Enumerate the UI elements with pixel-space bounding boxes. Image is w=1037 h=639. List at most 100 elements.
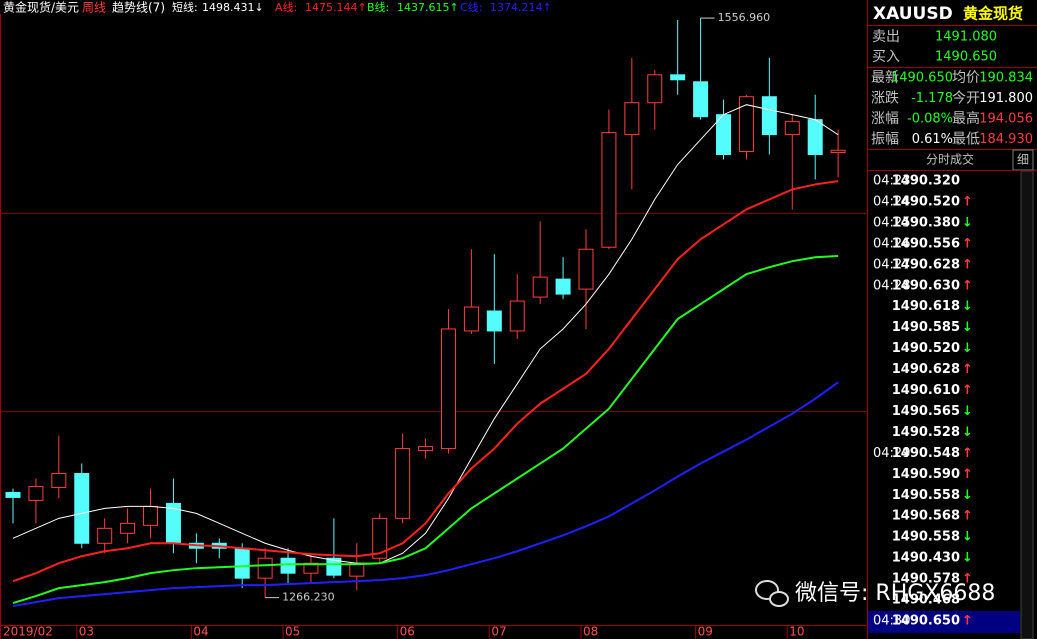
candle-body [97, 527, 113, 544]
tick-arrow: ↑ [962, 467, 973, 482]
candle-body [257, 557, 273, 579]
tick-arrow: ↑ [962, 194, 973, 209]
scrollbar[interactable] [1020, 170, 1034, 639]
tick-arrow: ↓ [962, 215, 973, 230]
stat-label: 振幅 [871, 132, 899, 148]
stat-value: 190.834 [979, 71, 1033, 86]
tab[interactable]: 分时成交 [926, 152, 974, 167]
tick-price: 1490.578 [892, 572, 960, 587]
tick-time: 04:30 [873, 613, 910, 628]
x-tick-label: 10 [789, 625, 804, 639]
quote-value: 1491.080 [935, 30, 997, 45]
x-tick-label: 08 [583, 625, 598, 639]
x-tick-label: 04 [193, 625, 208, 639]
tick-price: 1490.548 [892, 446, 960, 461]
tick-price: 1490.430 [892, 551, 960, 566]
tick-price: 1490.520 [892, 341, 960, 356]
tick-price: 1490.565 [892, 404, 960, 419]
candle-body [761, 96, 777, 136]
tick-time: 04:23 [873, 174, 910, 189]
tick-time: 04:26 [873, 236, 910, 251]
low-label: 1266.230 [282, 591, 335, 604]
x-tick-label: 09 [698, 625, 713, 639]
candle-body [418, 446, 434, 452]
legend-value: 1475.144↑ [305, 1, 367, 14]
tick-arrow: ↓ [962, 404, 973, 419]
stat-value: 184.930 [979, 132, 1033, 147]
candle-body [395, 448, 411, 519]
candle-body [601, 132, 617, 248]
tick-arrow: ↑ [962, 613, 973, 628]
candle-body [440, 328, 456, 450]
stat-label: 涨幅 [871, 111, 899, 127]
tick-price: 1490.320 [892, 174, 960, 189]
trend-line [12, 180, 839, 583]
candle-body [463, 306, 479, 332]
tick-price: 1490.556 [892, 236, 960, 251]
tick-arrow: ↓ [962, 530, 973, 545]
tick-arrow: ↓ [962, 488, 973, 503]
stat-label: 最低 [952, 132, 980, 148]
candle-body [784, 121, 800, 136]
symbol: XAUUSD [873, 4, 953, 24]
candle-body [509, 300, 525, 332]
symbol-name: 黄金现货 [963, 5, 1023, 23]
candle-body [74, 472, 90, 544]
legend-name: A线: [275, 0, 297, 14]
quote-label: 卖出 [872, 29, 900, 45]
wechat-icon [755, 580, 789, 607]
stat-label: 最高 [952, 110, 980, 127]
x-tick-label: 2019/02 [3, 625, 53, 639]
tab-side[interactable]: 细 [1017, 153, 1029, 167]
icon-bubble [769, 591, 789, 607]
candle-body [143, 505, 159, 526]
candle-body [555, 278, 571, 295]
quote-value: 1490.650 [935, 50, 997, 65]
stat-value: 1490.650 [891, 71, 953, 86]
candle-body [326, 557, 342, 576]
legend-name: B线: [367, 0, 389, 14]
candle-body [5, 491, 21, 498]
stat-value: 191.800 [979, 91, 1033, 106]
candle-body [120, 522, 136, 534]
tick-arrow: ↑ [962, 572, 973, 587]
tick-arrow: ↑ [962, 236, 973, 251]
tick-price: 1490.468 [892, 593, 960, 608]
trend-line [12, 104, 839, 564]
candle-body [670, 74, 686, 81]
icon-bubble [755, 580, 779, 600]
quote-label: 买入 [872, 49, 900, 65]
watermark: 微信号: RHGX6688 [795, 581, 995, 606]
tick-time: 04:24 [873, 194, 910, 209]
high-label: 1556.960 [718, 11, 771, 24]
row-highlight [868, 611, 1020, 633]
x-tick-label: 03 [79, 625, 94, 639]
legend-name: 短线: [172, 0, 198, 14]
stat-label: 涨跌 [871, 91, 899, 107]
x-tick-label: 07 [491, 625, 506, 639]
candle-body [647, 74, 663, 104]
stat-value: -1.178 [911, 91, 953, 106]
trend-line [12, 381, 839, 608]
tick-arrow: ↑ [962, 509, 973, 524]
tick-price: 1490.568 [892, 509, 960, 524]
legend-value: 1498.431↓ [202, 1, 264, 14]
tick-time: 04:27 [873, 257, 910, 272]
stat-label: 均价 [952, 70, 980, 86]
x-tick-label: 06 [400, 625, 415, 639]
tick-arrow: ↓ [962, 299, 973, 314]
stat-label: 最新 [871, 70, 899, 86]
tick-arrow: ↑ [962, 278, 973, 293]
tick-price: 1490.618 [892, 299, 960, 314]
tick-price: 1490.610 [892, 383, 960, 398]
candle-body [830, 149, 846, 154]
tick-arrow: ↑ [962, 446, 973, 461]
x-tick-label: 05 [285, 625, 300, 639]
tick-price: 1490.558 [892, 530, 960, 545]
tick-arrow: ↓ [962, 341, 973, 356]
tick-price: 1490.520 [892, 194, 960, 209]
tick-price: 1490.528 [892, 425, 960, 440]
tick-price: 1490.650 [892, 613, 960, 628]
legend-name: C线: [460, 0, 482, 14]
candle-body [693, 81, 709, 118]
